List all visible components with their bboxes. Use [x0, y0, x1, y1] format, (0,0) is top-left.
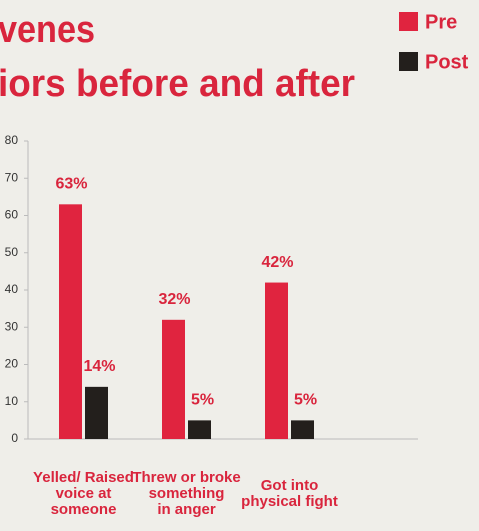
bar	[265, 282, 288, 439]
legend-label: Post	[425, 51, 469, 73]
legend-swatch	[399, 12, 418, 31]
bar	[291, 420, 314, 439]
x-tick-label: voice at	[56, 485, 112, 502]
y-tick-label: 80	[5, 133, 19, 147]
x-tick-label: Threw or broke	[132, 469, 240, 486]
data-label: 32%	[158, 291, 190, 308]
legend-swatch	[399, 52, 418, 71]
legend-label: Pre	[425, 11, 457, 33]
x-tick-label: Yelled/ Raised	[33, 469, 134, 486]
data-label: 14%	[83, 358, 115, 375]
y-tick-label: 0	[11, 431, 18, 445]
y-tick-label: 30	[5, 319, 19, 333]
y-tick-label: 40	[5, 282, 19, 296]
bar	[59, 204, 82, 439]
bar	[85, 386, 108, 439]
y-tick-label: 10	[5, 394, 19, 408]
x-tick-label: in anger	[157, 501, 216, 518]
x-tick-label: something	[149, 485, 225, 502]
y-tick-label: 20	[5, 357, 19, 371]
bar	[162, 319, 185, 439]
y-tick-label: 70	[5, 170, 19, 184]
x-tick-label: physical fight	[241, 493, 338, 510]
bar	[188, 420, 211, 439]
x-tick-label: Got into	[261, 477, 318, 494]
y-tick-label: 50	[5, 245, 19, 259]
data-label: 5%	[191, 392, 214, 409]
chart-title: iors before and after	[0, 63, 355, 105]
data-label: 63%	[55, 176, 87, 193]
chart-title: venes	[0, 9, 95, 51]
data-label: 42%	[261, 254, 293, 271]
y-tick-label: 60	[5, 208, 19, 222]
x-tick-label: someone	[51, 501, 117, 518]
data-label: 5%	[294, 392, 317, 409]
